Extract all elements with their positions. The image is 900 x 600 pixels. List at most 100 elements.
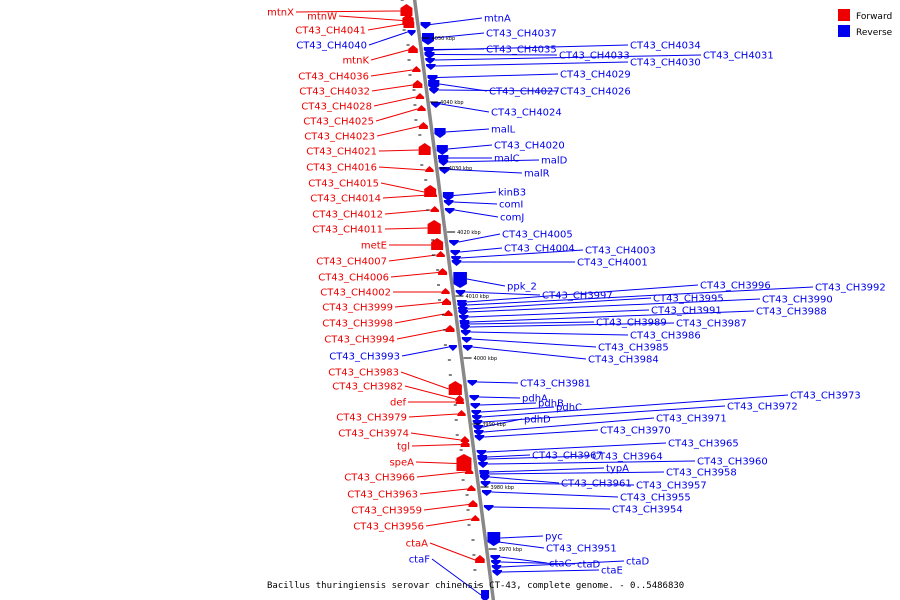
gene-label-ct43-ch3957[interactable]: CT43_CH3957 [636,481,707,492]
gene-mark-ct43-ch3983[interactable] [448,381,462,395]
gene-label-def[interactable]: def [390,398,407,409]
gene-mark-mtnx[interactable] [400,4,413,16]
gene-mark-spea[interactable] [456,454,472,471]
gene-label-ct43-ch4012[interactable]: CT43_CH4012 [312,210,383,221]
gene-mark-ct43-ch3966[interactable] [464,468,474,474]
gene-label-ct43-ch4003[interactable]: CT43_CH4003 [585,246,656,257]
gene-label-mtnx[interactable]: mtnX [267,8,294,19]
gene-mark-ct43-ch4029[interactable] [427,75,438,82]
gene-label-ct43-ch4015[interactable]: CT43_CH4015 [308,179,379,190]
gene-mark-ct43-ch4033[interactable] [424,52,435,59]
gene-label-ct43-ch3997[interactable]: CT43_CH3997 [542,291,613,302]
gene-mark-ct43-ch3954[interactable] [483,505,494,511]
gene-mark-ct43-ch3961[interactable] [479,475,490,481]
gene-mark-ct43-ch4037[interactable] [421,33,434,45]
gene-label-ct43-ch4005[interactable]: CT43_CH4005 [502,230,573,241]
gene-label-ct43-ch3979[interactable]: CT43_CH3979 [336,413,407,424]
gene-label-ct43-ch3958[interactable]: CT43_CH3958 [666,468,737,479]
gene-label-ct43-ch3983[interactable]: CT43_CH3983 [328,368,399,379]
gene-label-malc[interactable]: malC [494,154,520,165]
gene-label-ct43-ch4011[interactable]: CT43_CH4011 [312,225,383,236]
gene-label-ct43-ch4037[interactable]: CT43_CH4037 [486,29,557,40]
gene-mark-ct43-ch4016[interactable] [425,166,434,172]
gene-mark-ct43-ch4040[interactable] [407,30,416,36]
gene-label-ct43-ch3995[interactable]: CT43_CH3995 [653,294,724,305]
gene-label-ct43-ch4020[interactable]: CT43_CH4020 [494,141,565,152]
gene-mark-ct43-ch3993[interactable] [448,345,457,351]
gene-label-malr[interactable]: malR [524,169,550,180]
gene-label-ct43-ch4029[interactable]: CT43_CH4029 [560,70,631,81]
gene-mark-ct43-ch3990[interactable] [458,310,468,316]
gene-label-ct43-ch4027[interactable]: CT43_CH4027 [489,87,560,98]
gene-label-ct43-ch3974[interactable]: CT43_CH3974 [338,429,409,440]
gene-label-mtna[interactable]: mtnA [484,14,511,25]
gene-label-ct43-ch3989[interactable]: CT43_CH3989 [596,318,667,329]
gene-mark-ct43-ch3971[interactable] [474,430,484,436]
gene-mark-ct43-ch3997[interactable] [455,290,466,296]
gene-mark-ct43-ch4031[interactable] [425,58,435,64]
gene-label-pdha[interactable]: pdhA [522,394,548,405]
gene-label-ct43-ch4030[interactable]: CT43_CH4030 [630,58,701,69]
gene-mark-comi[interactable] [443,200,454,206]
gene-mark-ppk-2[interactable] [453,272,467,288]
gene-label-ct43-ch3982[interactable]: CT43_CH3982 [332,382,403,393]
gene-mark-ct43-ch4001[interactable] [451,260,462,266]
gene-label-ct43-ch3963[interactable]: CT43_CH3963 [347,490,418,501]
gene-mark-ctaf[interactable] [481,590,490,600]
gene-mark-mall[interactable] [434,128,446,138]
gene-label-ct43-ch4041[interactable]: CT43_CH4041 [295,26,366,37]
gene-mark-ct43-ch3998[interactable] [444,310,453,316]
gene-label-ct43-ch4033[interactable]: CT43_CH4033 [559,51,630,62]
gene-mark-kinb3[interactable] [442,192,454,201]
gene-label-comi[interactable]: comI [499,200,523,211]
gene-mark-ctad[interactable] [491,565,502,571]
gene-label-ct43-ch3992[interactable]: CT43_CH3992 [815,283,886,294]
gene-mark-ct43-ch4003[interactable] [451,256,461,262]
gene-label-ct43-ch3964[interactable]: CT43_CH3964 [592,452,663,463]
gene-mark-ct43-ch3982[interactable] [455,395,464,401]
gene-mark-ct43-ch3955[interactable] [481,490,492,496]
gene-mark-ctaa[interactable] [475,555,485,563]
gene-mark-ct43-ch3970[interactable] [474,435,485,441]
gene-mark-ct43-ch4025[interactable] [417,105,426,111]
gene-label-ct43-ch4002[interactable]: CT43_CH4002 [320,288,391,299]
gene-label-mall[interactable]: malL [491,125,516,136]
gene-label-ppk-2[interactable]: ppk_2 [507,282,537,293]
gene-label-ctaf[interactable]: ctaF [409,555,431,566]
gene-label-ct43-ch3988[interactable]: CT43_CH3988 [756,307,827,318]
gene-mark-ct43-ch3992[interactable] [457,303,467,309]
gene-mark-ct43-ch3965[interactable] [476,450,487,456]
gene-mark-ct43-ch4028[interactable] [415,93,425,99]
gene-label-ct43-ch4024[interactable]: CT43_CH4024 [491,108,562,119]
gene-label-ct43-ch4032[interactable]: CT43_CH4032 [299,87,370,98]
gene-label-ct43-ch3959[interactable]: CT43_CH3959 [351,506,422,517]
gene-mark-ct43-ch4032[interactable] [412,80,423,88]
gene-label-ctae[interactable]: ctaE [601,566,623,577]
gene-mark-ct43-ch4024[interactable] [431,102,441,108]
gene-label-ctac[interactable]: ctaC [549,559,572,570]
gene-mark-ct43-ch4034[interactable] [423,48,434,54]
gene-mark-ct43-ch3974[interactable] [460,436,470,442]
gene-label-ct43-ch3991[interactable]: CT43_CH3991 [651,306,722,317]
gene-label-tgl[interactable]: tgl [397,442,410,453]
gene-label-ct43-ch3996[interactable]: CT43_CH3996 [700,281,771,292]
gene-mark-ct43-ch3959[interactable] [468,500,478,507]
gene-mark-ct43-ch3957[interactable] [480,481,491,487]
gene-label-ct43-ch4014[interactable]: CT43_CH4014 [310,194,381,205]
gene-mark-ct43-ch3987[interactable] [460,325,470,331]
gene-mark-pdha[interactable] [469,395,480,401]
gene-label-ct43-ch3961[interactable]: CT43_CH3961 [561,479,632,490]
gene-mark-ct43-ch3985[interactable] [461,337,472,343]
gene-label-ct43-ch3998[interactable]: CT43_CH3998 [322,319,393,330]
gene-label-ct43-ch3972[interactable]: CT43_CH3972 [727,402,798,413]
gene-label-ct43-ch3987[interactable]: CT43_CH3987 [676,319,747,330]
gene-label-ct43-ch3970[interactable]: CT43_CH3970 [600,426,671,437]
gene-label-ct43-ch3956[interactable]: CT43_CH3956 [353,522,424,533]
gene-label-ct43-ch4025[interactable]: CT43_CH4025 [303,117,374,128]
gene-label-ct43-ch3971[interactable]: CT43_CH3971 [656,414,727,425]
gene-label-ct43-ch4040[interactable]: CT43_CH4040 [296,41,367,52]
gene-mark-mtnk[interactable] [408,45,418,53]
gene-label-ct43-ch3966[interactable]: CT43_CH3966 [344,473,415,484]
gene-label-mete[interactable]: metE [361,241,387,252]
gene-mark-ct43-ch3991[interactable] [458,315,469,321]
